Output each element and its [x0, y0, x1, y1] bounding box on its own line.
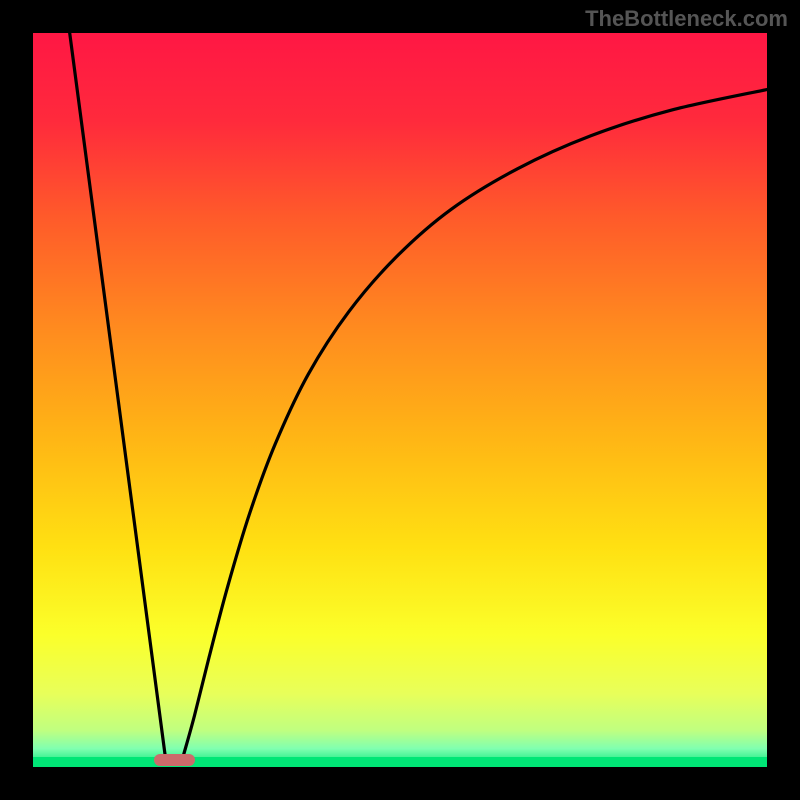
curve-right-segment — [183, 90, 767, 756]
optimum-marker — [154, 754, 194, 766]
curve-left-segment — [70, 33, 165, 755]
watermark-text: TheBottleneck.com — [585, 6, 788, 32]
curve-layer — [33, 33, 767, 767]
plot-area — [33, 33, 767, 767]
chart-container: TheBottleneck.com — [0, 0, 800, 800]
